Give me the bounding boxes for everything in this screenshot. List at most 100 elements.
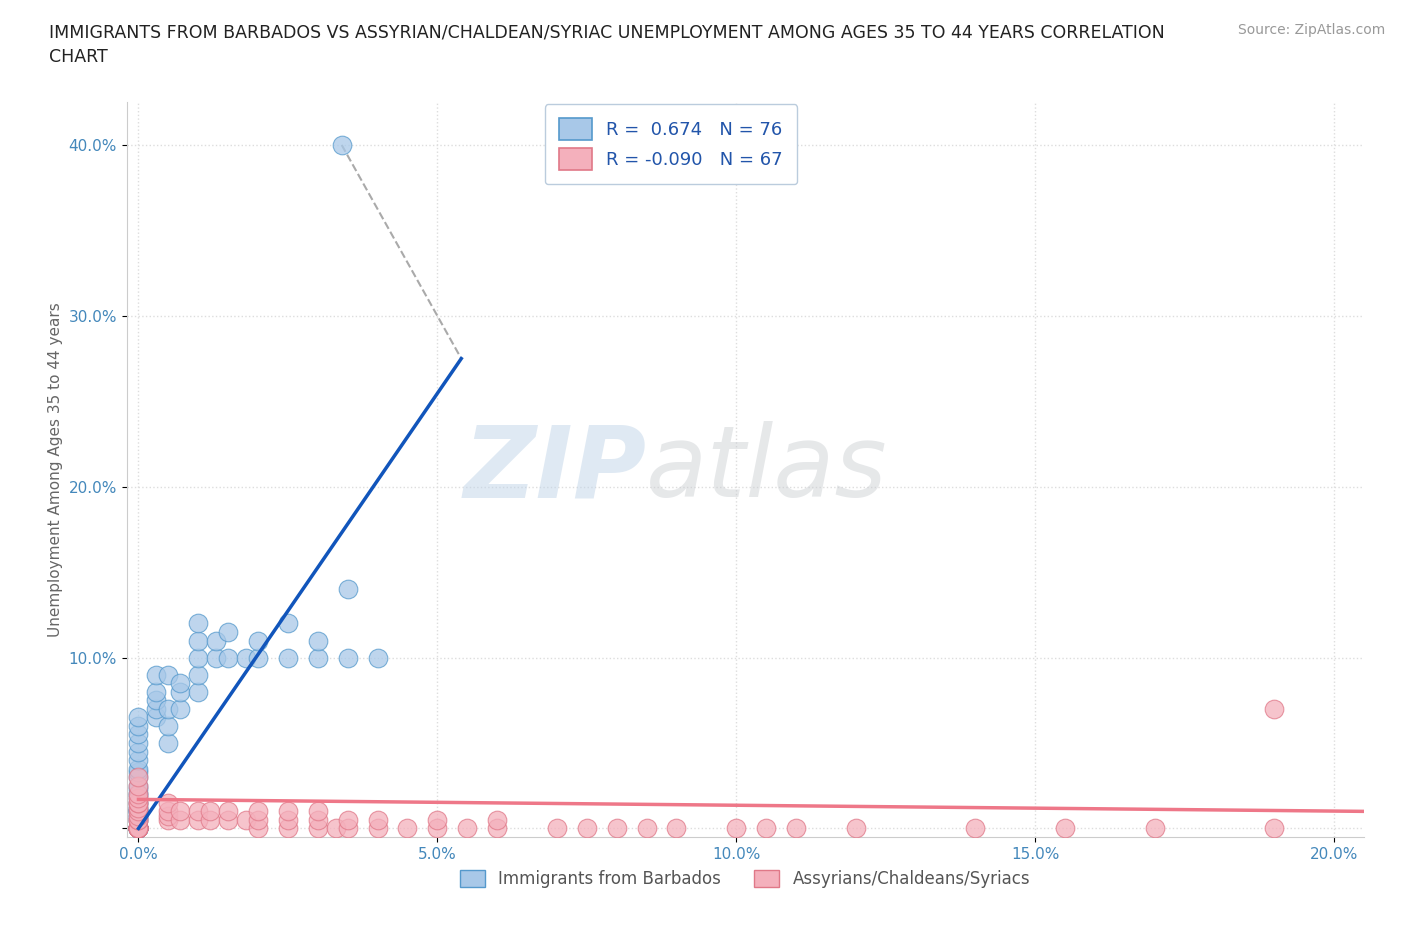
- Point: [128, 801, 150, 816]
- Point: [277, 616, 299, 631]
- Point: [169, 676, 191, 691]
- Point: [128, 821, 150, 836]
- Point: [247, 633, 270, 648]
- Point: [128, 813, 150, 828]
- Point: [486, 821, 509, 836]
- Point: [307, 650, 329, 665]
- Text: Source: ZipAtlas.com: Source: ZipAtlas.com: [1237, 23, 1385, 37]
- Point: [336, 650, 359, 665]
- Point: [128, 804, 150, 818]
- Point: [145, 701, 167, 716]
- Point: [157, 701, 180, 716]
- Point: [128, 790, 150, 805]
- Text: ZIP: ZIP: [463, 421, 647, 518]
- Point: [128, 821, 150, 836]
- Point: [128, 795, 150, 810]
- Point: [367, 821, 389, 836]
- Point: [307, 821, 329, 836]
- Point: [307, 633, 329, 648]
- Point: [845, 821, 868, 836]
- Point: [128, 795, 150, 810]
- Point: [128, 821, 150, 836]
- Point: [128, 821, 150, 836]
- Point: [128, 804, 150, 818]
- Point: [128, 821, 150, 836]
- Point: [128, 821, 150, 836]
- Text: CHART: CHART: [49, 48, 108, 66]
- Point: [128, 809, 150, 824]
- Point: [205, 650, 228, 665]
- Point: [187, 804, 209, 818]
- Point: [157, 809, 180, 824]
- Point: [128, 804, 150, 818]
- Point: [128, 787, 150, 802]
- Point: [1143, 821, 1166, 836]
- Point: [200, 813, 222, 828]
- Point: [128, 752, 150, 767]
- Point: [157, 804, 180, 818]
- Point: [157, 813, 180, 828]
- Point: [187, 616, 209, 631]
- Point: [128, 821, 150, 836]
- Point: [336, 821, 359, 836]
- Point: [307, 804, 329, 818]
- Point: [145, 684, 167, 699]
- Point: [128, 795, 150, 810]
- Point: [367, 813, 389, 828]
- Point: [128, 782, 150, 797]
- Point: [217, 650, 239, 665]
- Point: [128, 778, 150, 793]
- Point: [247, 804, 270, 818]
- Point: [336, 813, 359, 828]
- Point: [247, 813, 270, 828]
- Point: [169, 813, 191, 828]
- Point: [665, 821, 688, 836]
- Point: [128, 813, 150, 828]
- Point: [128, 821, 150, 836]
- Point: [128, 813, 150, 828]
- Point: [128, 821, 150, 836]
- Point: [785, 821, 807, 836]
- Point: [396, 821, 419, 836]
- Point: [128, 770, 150, 785]
- Point: [636, 821, 658, 836]
- Point: [128, 821, 150, 836]
- Point: [128, 801, 150, 816]
- Point: [725, 821, 748, 836]
- Text: IMMIGRANTS FROM BARBADOS VS ASSYRIAN/CHALDEAN/SYRIAC UNEMPLOYMENT AMONG AGES 35 : IMMIGRANTS FROM BARBADOS VS ASSYRIAN/CHA…: [49, 23, 1166, 41]
- Point: [247, 650, 270, 665]
- Point: [277, 650, 299, 665]
- Point: [187, 684, 209, 699]
- Point: [200, 804, 222, 818]
- Point: [128, 821, 150, 836]
- Point: [128, 821, 150, 836]
- Point: [157, 736, 180, 751]
- Point: [128, 821, 150, 836]
- Point: [187, 633, 209, 648]
- Point: [128, 710, 150, 724]
- Point: [277, 821, 299, 836]
- Point: [128, 813, 150, 828]
- Point: [277, 813, 299, 828]
- Point: [456, 821, 478, 836]
- Point: [145, 667, 167, 682]
- Point: [606, 821, 628, 836]
- Point: [128, 821, 150, 836]
- Point: [755, 821, 778, 836]
- Point: [128, 821, 150, 836]
- Point: [128, 821, 150, 836]
- Point: [157, 667, 180, 682]
- Point: [128, 809, 150, 824]
- Point: [128, 764, 150, 779]
- Point: [169, 684, 191, 699]
- Point: [128, 787, 150, 802]
- Point: [367, 650, 389, 665]
- Point: [128, 821, 150, 836]
- Point: [128, 821, 150, 836]
- Point: [128, 821, 150, 836]
- Point: [247, 821, 270, 836]
- Point: [307, 813, 329, 828]
- Point: [217, 625, 239, 640]
- Point: [128, 727, 150, 742]
- Text: atlas: atlas: [647, 421, 887, 518]
